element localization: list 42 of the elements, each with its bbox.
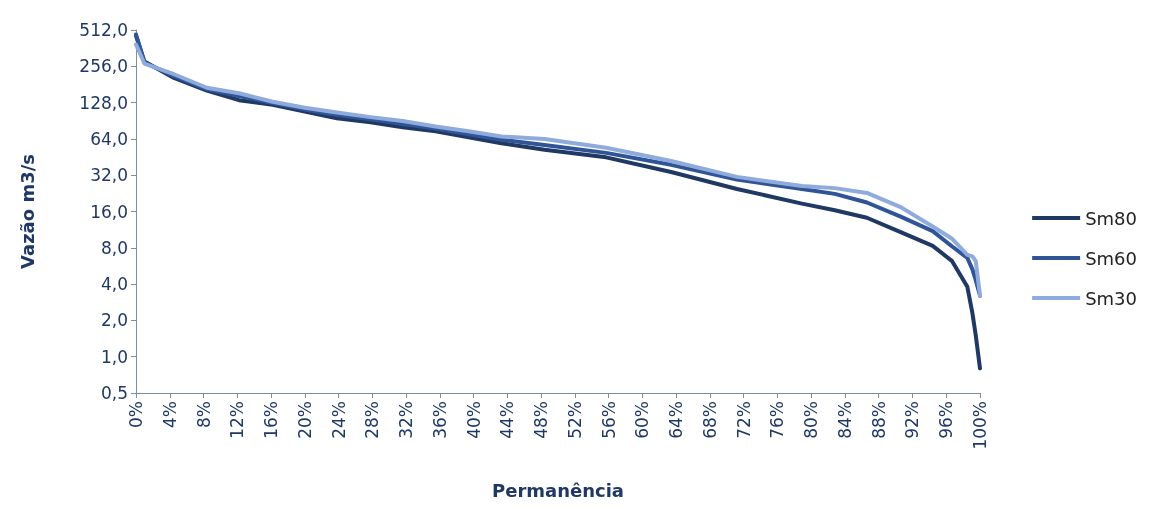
x-tick-label: 68% <box>699 401 720 439</box>
x-tick-label: 48% <box>531 401 552 439</box>
y-tick-label: 8,0 <box>100 237 128 258</box>
y-axis-title: Vazão m3/s <box>16 154 38 269</box>
x-tick-label: 84% <box>834 401 855 439</box>
x-tick-label: 4% <box>159 401 180 428</box>
x-tick-label: 56% <box>598 401 619 439</box>
x-tick-label: 16% <box>261 401 282 439</box>
x-tick-label: 24% <box>328 401 349 439</box>
x-tick-label: 60% <box>632 401 653 439</box>
y-tick-label: 128,0 <box>79 92 128 113</box>
x-tick-label: 0% <box>126 401 146 428</box>
y-tick-label: 1,0 <box>100 346 128 367</box>
legend-label: Sm60 <box>1085 247 1138 269</box>
x-tick-label: 40% <box>463 401 484 439</box>
y-tick-label: 2,0 <box>100 310 128 331</box>
y-tick-label: 32,0 <box>90 165 128 186</box>
x-tick-label: 100% <box>970 401 990 450</box>
legend-label: Sm80 <box>1085 207 1138 229</box>
x-tick-label: 76% <box>767 401 788 439</box>
y-tick-label: 256,0 <box>79 56 128 77</box>
x-tick-label: 28% <box>362 401 383 439</box>
x-tick-label: 36% <box>429 401 450 439</box>
x-tick-label: 52% <box>564 401 585 439</box>
x-tick-label: 96% <box>936 401 957 439</box>
x-tick-label: 32% <box>396 401 417 439</box>
x-tick-label: 20% <box>294 401 315 439</box>
x-axis-title: Permanência <box>491 479 625 501</box>
x-tick-label: 8% <box>193 401 214 428</box>
y-tick-label: 16,0 <box>90 201 128 222</box>
y-tick-label: 64,0 <box>90 128 128 149</box>
legend-label: Sm30 <box>1085 287 1138 309</box>
x-tick-label: 12% <box>227 401 248 439</box>
y-tick-label: 0,5 <box>100 383 128 403</box>
x-tick-label: 72% <box>733 401 754 439</box>
x-tick-label: 92% <box>902 401 923 439</box>
y-tick-label: 4,0 <box>100 274 128 295</box>
y-tick-label: 512,0 <box>79 20 128 40</box>
x-tick-label: 80% <box>801 401 822 439</box>
x-tick-label: 88% <box>868 401 889 439</box>
x-tick-label: 64% <box>666 401 687 439</box>
x-tick-label: 44% <box>497 401 518 439</box>
